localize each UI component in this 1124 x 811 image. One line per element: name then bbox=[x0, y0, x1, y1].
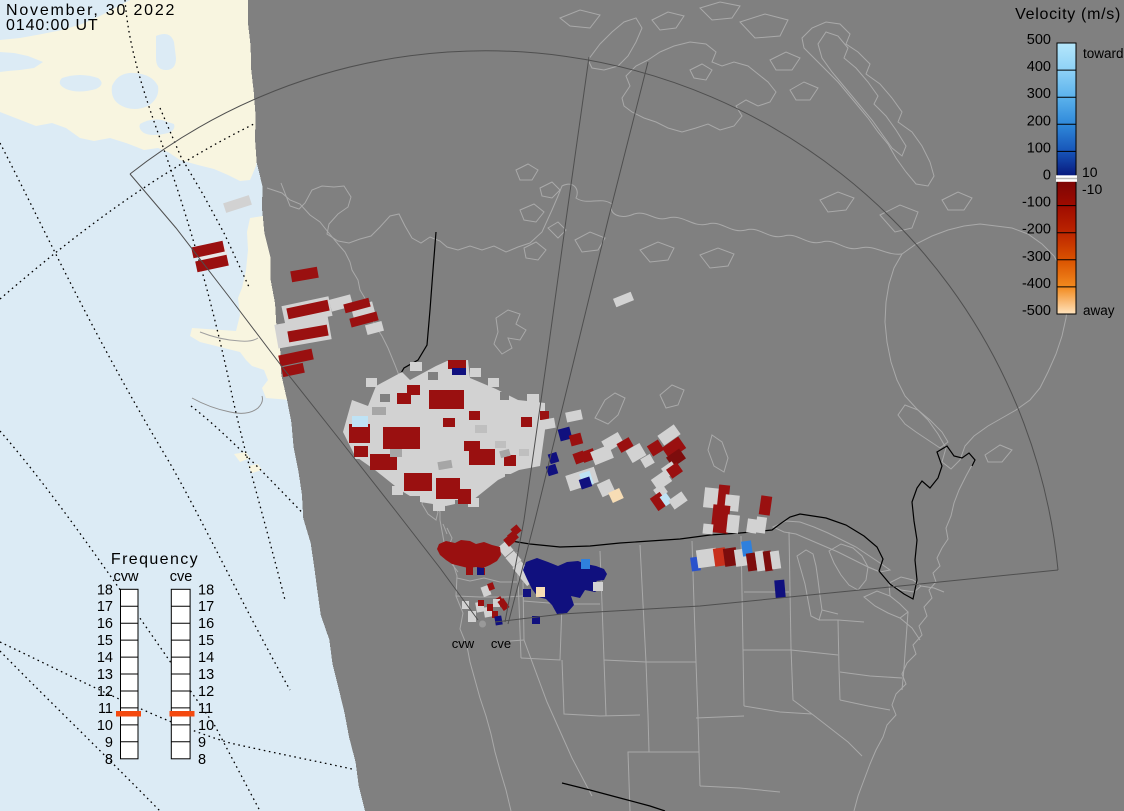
svg-text:-200: -200 bbox=[1022, 222, 1051, 238]
svg-text:-100: -100 bbox=[1022, 195, 1051, 211]
svg-text:away: away bbox=[1083, 303, 1115, 318]
svg-text:12: 12 bbox=[97, 684, 113, 700]
svg-text:-300: -300 bbox=[1022, 249, 1051, 265]
svg-text:cve: cve bbox=[170, 569, 193, 585]
svg-text:-10: -10 bbox=[1082, 181, 1102, 197]
svg-text:400: 400 bbox=[1027, 59, 1051, 75]
svg-text:13: 13 bbox=[198, 667, 214, 683]
svg-text:300: 300 bbox=[1027, 86, 1051, 102]
svg-text:12: 12 bbox=[198, 684, 214, 700]
svg-text:cvw: cvw bbox=[114, 569, 140, 585]
svg-text:November, 30 2022: November, 30 2022 bbox=[6, 2, 176, 19]
svg-text:15: 15 bbox=[198, 633, 214, 649]
svg-text:17: 17 bbox=[198, 599, 214, 615]
svg-text:8: 8 bbox=[198, 752, 206, 768]
svg-text:10: 10 bbox=[198, 718, 214, 734]
svg-text:11: 11 bbox=[198, 701, 213, 717]
svg-text:500: 500 bbox=[1027, 32, 1051, 48]
svg-text:-500: -500 bbox=[1022, 303, 1051, 319]
svg-text:11: 11 bbox=[98, 701, 113, 717]
svg-text:14: 14 bbox=[97, 650, 113, 666]
svg-text:Velocity (m/s): Velocity (m/s) bbox=[1015, 6, 1121, 23]
svg-text:-400: -400 bbox=[1022, 276, 1051, 292]
svg-text:9: 9 bbox=[198, 735, 206, 751]
svg-text:0140:00 UT: 0140:00 UT bbox=[6, 17, 99, 34]
svg-text:18: 18 bbox=[97, 582, 113, 598]
svg-text:cvw: cvw bbox=[452, 636, 475, 651]
svg-text:16: 16 bbox=[198, 616, 214, 632]
svg-text:9: 9 bbox=[105, 735, 113, 751]
svg-text:14: 14 bbox=[198, 650, 214, 666]
svg-text:100: 100 bbox=[1027, 140, 1051, 156]
svg-text:17: 17 bbox=[97, 599, 113, 615]
svg-text:toward: toward bbox=[1083, 46, 1124, 61]
svg-text:0: 0 bbox=[1043, 168, 1051, 184]
svg-text:200: 200 bbox=[1027, 113, 1051, 129]
svg-text:13: 13 bbox=[97, 667, 113, 683]
svg-text:15: 15 bbox=[97, 633, 113, 649]
svg-text:8: 8 bbox=[105, 752, 113, 768]
svg-text:Frequency: Frequency bbox=[111, 551, 199, 568]
svg-text:cve: cve bbox=[491, 636, 511, 651]
svg-text:18: 18 bbox=[198, 582, 214, 598]
svg-text:10: 10 bbox=[1082, 164, 1098, 180]
svg-text:10: 10 bbox=[97, 718, 113, 734]
svg-text:16: 16 bbox=[97, 616, 113, 632]
